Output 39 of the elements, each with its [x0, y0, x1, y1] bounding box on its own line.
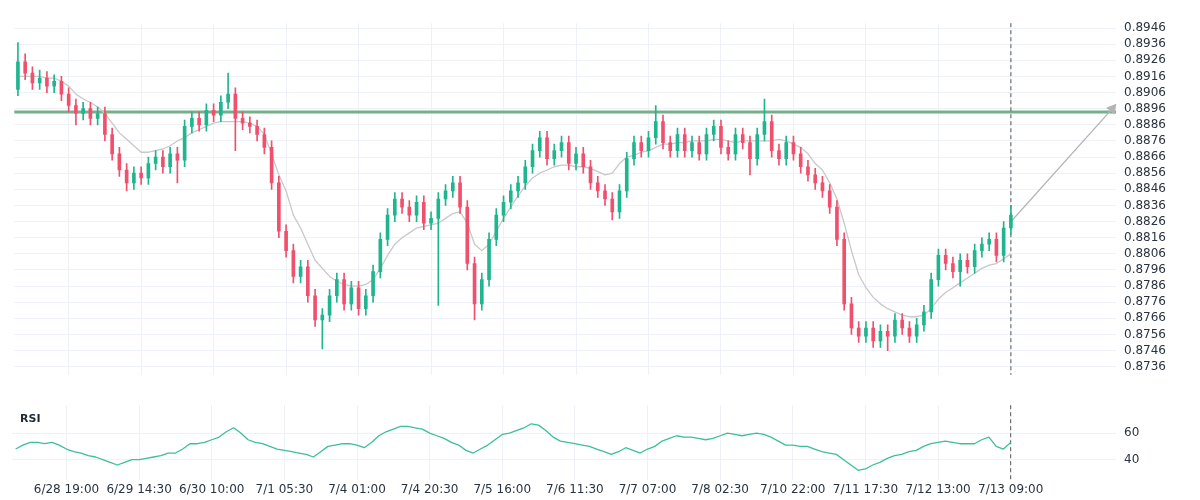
y-tick-label: 0.8826	[1124, 213, 1166, 228]
text: RSI	[20, 411, 41, 425]
x-tick-label: 6/30 10:00	[179, 481, 245, 496]
y-tick-label: 0.8846	[1124, 181, 1166, 196]
x-tick-label: 7/5 16:00	[473, 481, 532, 496]
x-tick-label: 6/29 14:30	[106, 481, 172, 496]
y-tick-label: 0.8886	[1124, 116, 1166, 131]
x-tick-label: 7/4 20:30	[400, 481, 459, 496]
y-tick-label: 0.8766	[1124, 310, 1166, 325]
y-tick-label: 0.8756	[1124, 326, 1166, 341]
y-tick-label: 0.8806	[1124, 245, 1166, 260]
x-tick-label: 7/11 17:30	[832, 481, 899, 496]
y-tick-label: 0.8836	[1124, 197, 1166, 212]
x-tick-label: 7/12 13:00	[905, 481, 971, 496]
y-tick-label: 0.8736	[1124, 358, 1166, 373]
y-tick-label: 0.8816	[1124, 229, 1166, 244]
y-tick-label: 0.8776	[1124, 294, 1166, 309]
y-tick-label: 0.8866	[1124, 149, 1166, 164]
y-tick-label: 0.8906	[1124, 84, 1166, 99]
y-tick-label: 0.8926	[1124, 52, 1166, 67]
y-tick-label: 0.8856	[1124, 165, 1166, 180]
x-tick-label: 7/6 11:30	[546, 481, 604, 496]
y-tick-label: 0.8746	[1124, 342, 1166, 357]
y-tick-label: 0.8796	[1124, 262, 1166, 277]
x-tick-label: 7/10 22:00	[760, 481, 826, 496]
x-tick-label: 7/1 05:30	[255, 481, 314, 496]
x-tick-label: 7/8 02:30	[691, 481, 750, 496]
y-tick-label: 0.8876	[1124, 133, 1166, 148]
x-tick-label: 7/4 01:00	[328, 481, 386, 496]
y-tick-label: 0.8936	[1124, 36, 1166, 51]
y-tick-label: 40	[1124, 451, 1140, 466]
y-tick-label: 0.8916	[1124, 68, 1166, 83]
x-tick-label: 6/28 19:00	[33, 481, 100, 496]
y-tick-label: 60	[1124, 425, 1140, 440]
y-tick-label: 0.8896	[1124, 100, 1166, 115]
y-tick-label: 0.8786	[1124, 278, 1166, 293]
y-tick-label: 0.8946	[1124, 20, 1166, 35]
x-tick-label: 7/7 07:00	[618, 481, 677, 496]
x-tick-label: 7/13 09:00	[978, 481, 1044, 496]
